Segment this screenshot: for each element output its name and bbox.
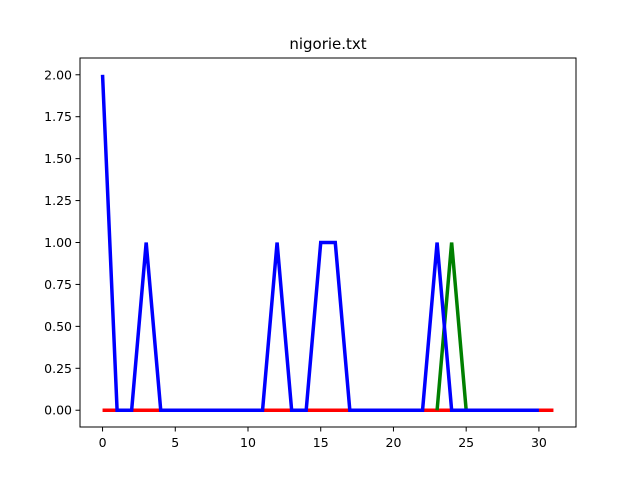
y-tick-label: 1.50 [44, 151, 72, 166]
x-tick-label: 25 [458, 435, 474, 450]
y-tick-label: 1.00 [44, 235, 72, 250]
y-axis: 0.00 0.25 0.50 0.75 1.00 1.25 1.50 1.75 2.00 [44, 67, 80, 418]
series-line-3 [100, 74, 539, 412]
y-tick-label: 0.00 [44, 403, 72, 418]
chart-title: nigorie.txt [289, 35, 366, 53]
y-tick-label: 0.50 [44, 319, 72, 334]
x-tick-label: 20 [386, 435, 402, 450]
x-axis: 0 5 10 15 20 25 30 [99, 427, 547, 450]
y-tick-label: 2.00 [44, 67, 72, 82]
series-layer [100, 74, 554, 412]
y-tick-label: 1.75 [44, 109, 72, 124]
y-tick-label: 0.75 [44, 277, 72, 292]
x-tick-label: 10 [240, 435, 256, 450]
x-tick-label: 30 [531, 435, 547, 450]
x-tick-label: 0 [99, 435, 107, 450]
x-tick-label: 15 [313, 435, 329, 450]
x-tick-label: 5 [171, 435, 179, 450]
series-line-2 [435, 242, 468, 411]
y-tick-label: 1.25 [44, 193, 72, 208]
y-tick-label: 0.25 [44, 361, 72, 376]
